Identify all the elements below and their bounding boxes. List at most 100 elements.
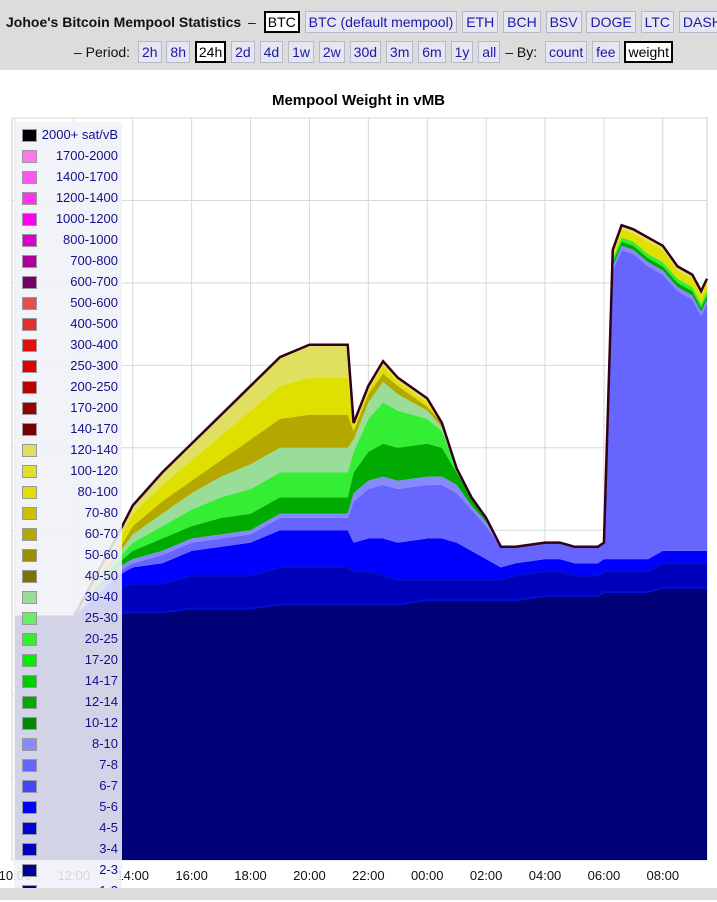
legend-item-31: 6-7 — [14, 776, 120, 797]
legend-item-0: 2000+ sat/vB — [14, 125, 120, 146]
coin-button-btc[interactable]: BTC — [263, 11, 300, 33]
legend-swatch-26 — [22, 675, 37, 688]
period-button-30d[interactable]: 30d — [349, 41, 382, 63]
legend-label-32: 5-6 — [99, 799, 118, 814]
legend-item-24: 20-25 — [14, 629, 120, 650]
period-button-2h[interactable]: 2h — [137, 41, 162, 63]
legend-swatch-6 — [22, 255, 37, 268]
legend-item-16: 100-120 — [14, 461, 120, 482]
coin-button-ltc[interactable]: LTC — [640, 11, 675, 33]
x-axis-ticks: 10:0012:0014:0016:0018:0020:0022:0000:00… — [0, 868, 679, 883]
period-button-3m[interactable]: 3m — [385, 41, 414, 63]
mode-button-count[interactable]: count — [544, 41, 588, 63]
total-outline-line — [14, 223, 709, 619]
legend-item-1: 1700-2000 — [14, 146, 120, 167]
legend-item-28: 10-12 — [14, 713, 120, 734]
legend-label-26: 14-17 — [84, 673, 118, 688]
chart-title: Mempool Weight in vMB — [271, 92, 446, 109]
legend-swatch-21 — [22, 570, 37, 583]
coin-button-doge[interactable]: DOGE — [586, 11, 636, 33]
period-button-2d[interactable]: 2d — [231, 41, 255, 63]
legend-item-21: 40-50 — [14, 566, 120, 587]
legend-swatch-27 — [22, 696, 37, 709]
legend-item-20: 50-60 — [14, 545, 120, 566]
legend-label-10: 300-400 — [70, 337, 118, 352]
legend-item-22: 30-40 — [14, 587, 120, 608]
legend-swatch-17 — [22, 486, 37, 499]
period-button-6m[interactable]: 6m — [418, 41, 446, 63]
x-tick-label-11: 08:00 — [647, 868, 680, 883]
x-tick-label-9: 04:00 — [529, 868, 562, 883]
period-button-1y[interactable]: 1y — [450, 41, 474, 63]
period-button-2w[interactable]: 2w — [318, 41, 345, 63]
legend-swatch-29 — [22, 738, 37, 751]
legend-label-31: 6-7 — [99, 778, 118, 793]
legend-swatch-16 — [22, 465, 37, 478]
legend-swatch-1 — [22, 150, 37, 163]
legend-item-17: 80-100 — [14, 482, 120, 503]
legend-label-0: 2000+ sat/vB — [41, 127, 118, 142]
legend-label-13: 170-200 — [70, 400, 118, 415]
legend-label-27: 12-14 — [84, 694, 118, 709]
legend-item-32: 5-6 — [14, 797, 120, 818]
legend-swatch-3 — [22, 192, 37, 205]
legend-swatch-14 — [22, 423, 37, 436]
series-boundary-line-1 — [14, 562, 707, 618]
period-button-4d[interactable]: 4d — [259, 41, 284, 63]
legend-label-29: 8-10 — [91, 736, 118, 751]
coin-button-bch[interactable]: BCH — [503, 11, 541, 33]
legend-label-11: 250-300 — [70, 358, 118, 373]
legend-label-23: 25-30 — [84, 610, 118, 625]
mode-button-fee[interactable]: fee — [592, 41, 620, 63]
coin-selector-row: Johoe's Bitcoin Mempool Statistics – BTC… — [6, 11, 717, 33]
period-button-all[interactable]: all — [478, 41, 501, 63]
legend-swatch-10 — [22, 339, 37, 352]
x-tick-label-8: 02:00 — [470, 868, 503, 883]
legend-item-26: 14-17 — [14, 671, 120, 692]
legend-item-8: 500-600 — [14, 293, 120, 314]
coin-button-btc-default[interactable]: BTC (default mempool) — [304, 11, 458, 33]
legend-label-7: 600-700 — [70, 274, 118, 289]
legend-swatch-19 — [22, 528, 37, 541]
legend-swatch-20 — [22, 549, 37, 562]
mode-button-weight[interactable]: weight — [624, 41, 673, 63]
legend-swatch-25 — [22, 654, 37, 667]
legend-swatch-13 — [22, 402, 37, 415]
legend-label-3: 1200-1400 — [55, 190, 118, 205]
legend-item-6: 700-800 — [14, 251, 120, 272]
x-tick-label-3: 16:00 — [175, 868, 208, 883]
legend-swatch-22 — [22, 591, 37, 604]
legend-label-14: 140-170 — [70, 421, 118, 436]
legend-label-25: 17-20 — [84, 652, 118, 667]
legend-item-12: 200-250 — [14, 377, 120, 398]
coin-button-eth[interactable]: ETH — [462, 11, 499, 33]
legend-label-18: 70-80 — [84, 505, 118, 520]
legend-item-11: 250-300 — [14, 356, 120, 377]
legend-swatch-24 — [22, 633, 37, 646]
legend-swatch-9 — [22, 318, 37, 331]
series-boundary-line-0 — [14, 586, 707, 618]
legend-item-2: 1400-1700 — [14, 167, 120, 188]
x-tick-label-6: 22:00 — [352, 868, 385, 883]
legend-label-19: 60-70 — [84, 526, 118, 541]
legend-label-20: 50-60 — [84, 547, 118, 562]
title-dash: – — [248, 14, 256, 30]
legend-item-23: 25-30 — [14, 608, 120, 629]
legend-item-10: 300-400 — [14, 335, 120, 356]
period-button-24h[interactable]: 24h — [194, 41, 227, 63]
legend-item-15: 120-140 — [14, 440, 120, 461]
coin-button-dash[interactable]: DASH — [678, 11, 717, 33]
legend-label-17: 80-100 — [77, 484, 118, 499]
legend-label-30: 7-8 — [99, 757, 118, 772]
period-button-1w[interactable]: 1w — [288, 41, 314, 63]
period-button-8h[interactable]: 8h — [166, 41, 190, 63]
legend-swatch-33 — [22, 822, 37, 835]
legend-item-13: 170-200 — [14, 398, 120, 419]
legend-item-7: 600-700 — [14, 272, 120, 293]
coin-button-bsv[interactable]: BSV — [545, 11, 582, 33]
by-label: – By: — [505, 44, 538, 60]
legend-label-34: 3-4 — [99, 841, 118, 856]
legend-label-9: 400-500 — [70, 316, 118, 331]
period-label: – Period: — [74, 44, 131, 60]
legend-item-29: 8-10 — [14, 734, 120, 755]
